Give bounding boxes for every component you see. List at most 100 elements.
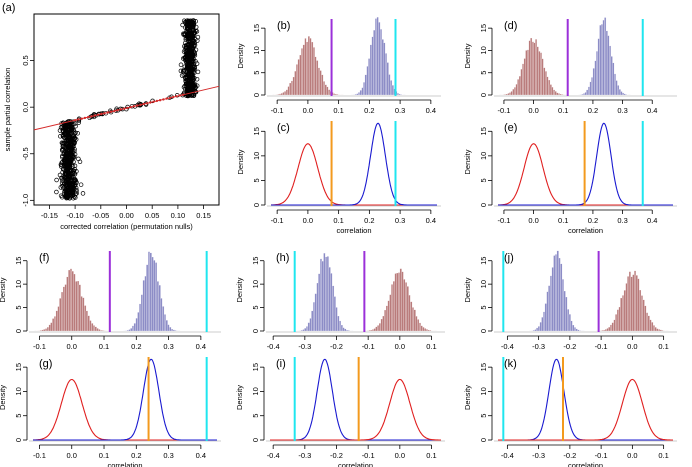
histogram-bar: [413, 309, 416, 332]
histogram-bar: [332, 285, 335, 332]
fit-marker: [77, 118, 80, 121]
scatter-point: [182, 32, 188, 38]
histogram-bar: [356, 93, 359, 96]
scatter-point: [150, 98, 155, 104]
y-tick-label: 5: [14, 305, 23, 309]
histogram-bar: [386, 62, 389, 96]
x-tick-label: 0.0: [395, 451, 405, 460]
panel-d: (d) 0 5 10 15 Density -0.1 0.0 0.1 0.2 0.3 0.4: [463, 17, 677, 115]
histogram-bar: [618, 306, 621, 332]
scatter-point: [67, 174, 72, 180]
x-tick-label: 0.0: [67, 342, 77, 351]
histogram-bar: [558, 257, 561, 332]
histogram-bar: [75, 281, 78, 332]
histogram-bar: [555, 254, 558, 332]
scatter-point: [191, 18, 196, 23]
histogram-bar: [627, 276, 630, 332]
histogram-bar: [573, 327, 576, 332]
histogram-bar: [319, 70, 322, 96]
x-tick-label: -0.05: [92, 211, 109, 220]
histogram-bar: [604, 17, 607, 96]
histogram-bar: [646, 312, 649, 332]
y-tick-label: 0: [479, 329, 488, 333]
histogram-bar: [359, 90, 362, 96]
fit-marker: [155, 99, 159, 103]
panel-label-k: (k): [504, 358, 517, 370]
histogram-bar: [541, 58, 544, 96]
y-tick-label: 10: [14, 280, 23, 288]
y-tick-label: 15: [251, 257, 260, 265]
scatter-point: [65, 133, 71, 139]
histogram-perm: [297, 252, 354, 332]
histogram-bar: [609, 45, 612, 96]
y-tick-label: 15: [14, 257, 23, 265]
x-tick-label: -0.1: [33, 342, 46, 351]
histogram-bar: [535, 39, 538, 96]
scatter-point: [187, 31, 193, 36]
histogram-bar: [128, 329, 131, 332]
histogram-bar: [316, 60, 319, 96]
histogram-bar: [342, 327, 345, 332]
histogram-bar: [392, 281, 395, 332]
scatter-point: [190, 46, 195, 51]
histogram-bar: [335, 307, 338, 332]
scatter-point: [189, 71, 195, 76]
histogram-bar: [84, 305, 87, 332]
scatter-point: [72, 176, 78, 182]
histogram-bar: [505, 93, 508, 96]
y-tick-label: 5: [479, 178, 488, 182]
histogram-bar: [46, 326, 49, 332]
scatter-point: [64, 158, 70, 164]
histogram-bar: [61, 291, 64, 332]
y-tick-label: 0: [479, 438, 488, 442]
density-curve-perm: [33, 358, 217, 441]
histogram-bar: [608, 326, 611, 332]
scatter-point: [59, 175, 64, 181]
histogram-bar: [45, 328, 48, 332]
histogram-bar: [640, 295, 643, 332]
histogram-bar: [373, 328, 376, 332]
histogram-bar: [326, 256, 329, 332]
histogram-bar: [639, 289, 642, 332]
histogram-bar: [620, 91, 623, 96]
x-tick-label: 0.1: [426, 451, 436, 460]
x-tick-label: -0.2: [563, 451, 576, 460]
x-tick-label: 0.2: [588, 106, 598, 115]
histogram-bar: [515, 84, 518, 96]
histogram-bar: [556, 92, 559, 96]
y-tick-label: 5: [252, 71, 261, 75]
scatter-point: [189, 37, 195, 43]
scatter-point: [72, 167, 77, 172]
x-tick-label: 0.1: [333, 106, 343, 115]
y-axis-label: Density: [0, 277, 7, 302]
panel-label-e: (e): [504, 122, 517, 134]
fit-marker: [126, 106, 129, 110]
histogram-bar: [98, 329, 101, 332]
histogram-bar: [615, 314, 618, 332]
histogram-bar: [512, 88, 515, 96]
histogram-bar: [602, 19, 605, 96]
fit-marker: [90, 115, 93, 118]
histogram-bar: [625, 283, 628, 332]
histogram-bar: [548, 79, 551, 96]
x-tick-label: -0.2: [330, 451, 343, 460]
scatter-point: [184, 58, 190, 63]
y-tick-label: 0: [14, 438, 23, 442]
histogram-bar: [160, 298, 163, 332]
x-axis-label: corrected correlation (permutation nulls…: [60, 222, 193, 231]
scatter-point: [179, 73, 185, 78]
y-tick-label: 15: [479, 127, 488, 135]
scatter-point: [60, 128, 66, 133]
y-tick-label: 0: [479, 93, 488, 97]
x-tick-label: 0.3: [163, 342, 173, 351]
histogram-bar: [647, 315, 650, 332]
scatter-point: [191, 93, 197, 98]
x-tick-label: 0.4: [426, 106, 436, 115]
scatter-point: [72, 163, 78, 169]
x-tick-label: -0.15: [41, 211, 58, 220]
scatter-point: [178, 68, 184, 74]
scatter-point: [69, 120, 74, 125]
histogram-bar: [280, 93, 283, 96]
scatter-point: [195, 34, 201, 40]
